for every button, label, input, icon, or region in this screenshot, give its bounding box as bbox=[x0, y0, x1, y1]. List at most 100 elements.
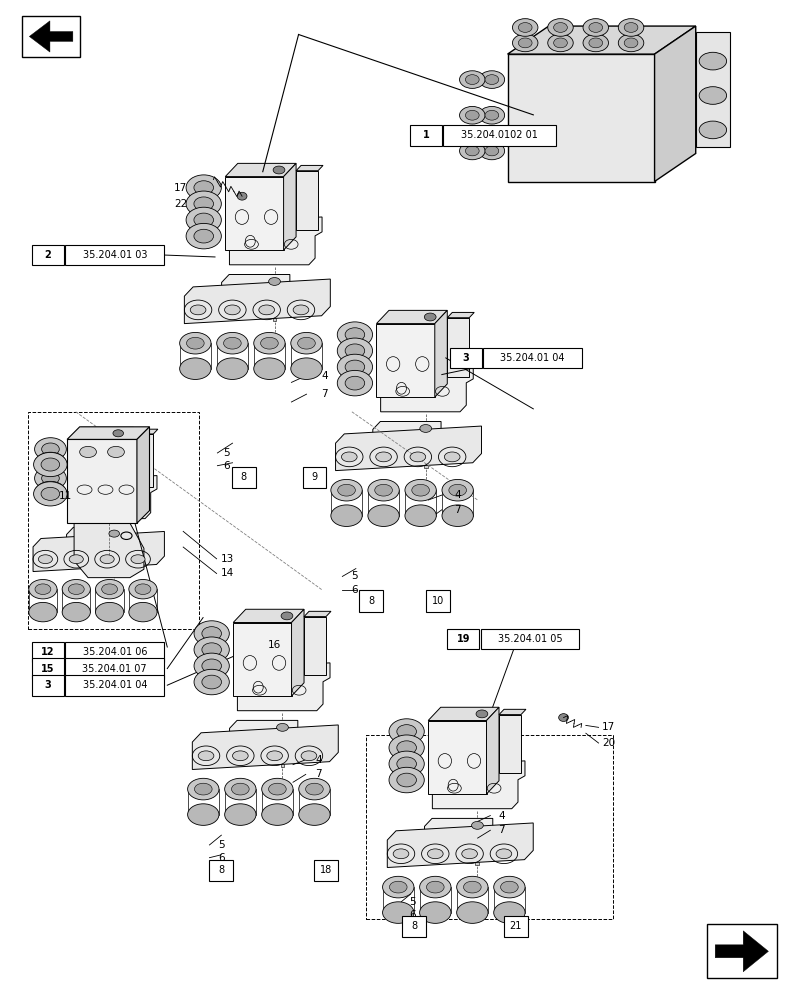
Ellipse shape bbox=[459, 106, 484, 124]
Text: 7: 7 bbox=[454, 505, 461, 515]
Ellipse shape bbox=[698, 121, 726, 139]
Ellipse shape bbox=[187, 778, 219, 800]
Text: 19: 19 bbox=[456, 634, 470, 644]
Text: 12: 12 bbox=[41, 647, 54, 657]
Bar bbox=[32, 675, 64, 696]
Ellipse shape bbox=[179, 332, 211, 354]
Ellipse shape bbox=[512, 34, 537, 52]
Ellipse shape bbox=[512, 19, 537, 36]
Polygon shape bbox=[434, 310, 447, 397]
Ellipse shape bbox=[345, 328, 364, 341]
Text: 35.204.01 04: 35.204.01 04 bbox=[500, 353, 564, 363]
Polygon shape bbox=[486, 707, 499, 794]
Ellipse shape bbox=[471, 821, 483, 829]
Ellipse shape bbox=[459, 142, 484, 160]
Polygon shape bbox=[296, 165, 323, 171]
Polygon shape bbox=[237, 663, 329, 711]
Ellipse shape bbox=[35, 452, 67, 475]
Polygon shape bbox=[70, 427, 134, 439]
Ellipse shape bbox=[267, 751, 282, 761]
Polygon shape bbox=[134, 434, 153, 487]
Ellipse shape bbox=[478, 71, 504, 88]
Ellipse shape bbox=[41, 487, 59, 500]
Ellipse shape bbox=[588, 23, 602, 32]
Ellipse shape bbox=[500, 881, 517, 893]
Polygon shape bbox=[184, 279, 330, 324]
Polygon shape bbox=[74, 523, 144, 578]
Bar bbox=[443, 125, 555, 146]
Ellipse shape bbox=[337, 370, 372, 396]
Bar bbox=[410, 125, 441, 146]
Ellipse shape bbox=[397, 773, 416, 787]
Text: 7: 7 bbox=[321, 389, 328, 399]
Ellipse shape bbox=[96, 579, 123, 599]
Ellipse shape bbox=[496, 849, 511, 859]
Bar bbox=[66, 658, 164, 679]
Polygon shape bbox=[67, 427, 149, 439]
Text: 21: 21 bbox=[509, 921, 521, 931]
Ellipse shape bbox=[268, 783, 285, 795]
Ellipse shape bbox=[517, 38, 531, 48]
Ellipse shape bbox=[194, 669, 229, 695]
Ellipse shape bbox=[698, 52, 726, 70]
Ellipse shape bbox=[194, 621, 229, 646]
Ellipse shape bbox=[41, 458, 59, 471]
Ellipse shape bbox=[411, 484, 429, 496]
Bar bbox=[314, 860, 338, 881]
Polygon shape bbox=[431, 761, 525, 809]
Ellipse shape bbox=[330, 505, 362, 526]
Text: 8: 8 bbox=[367, 596, 374, 606]
Polygon shape bbox=[225, 177, 283, 250]
Ellipse shape bbox=[194, 229, 213, 243]
Ellipse shape bbox=[367, 479, 399, 501]
Text: 35.204.01 07: 35.204.01 07 bbox=[83, 664, 147, 674]
Bar bbox=[480, 629, 579, 649]
Ellipse shape bbox=[441, 479, 473, 501]
Ellipse shape bbox=[223, 337, 241, 349]
Ellipse shape bbox=[624, 23, 637, 32]
Ellipse shape bbox=[465, 110, 478, 120]
Ellipse shape bbox=[465, 75, 478, 84]
Text: 8: 8 bbox=[410, 921, 417, 931]
Bar bbox=[358, 590, 383, 612]
Ellipse shape bbox=[484, 110, 498, 120]
Ellipse shape bbox=[298, 778, 330, 800]
Ellipse shape bbox=[277, 723, 288, 731]
Ellipse shape bbox=[259, 305, 274, 315]
Polygon shape bbox=[427, 720, 486, 794]
Ellipse shape bbox=[194, 213, 213, 227]
Text: 3: 3 bbox=[45, 680, 51, 690]
Polygon shape bbox=[134, 429, 157, 434]
Ellipse shape bbox=[484, 146, 498, 156]
Ellipse shape bbox=[194, 653, 229, 679]
Text: 6: 6 bbox=[350, 585, 357, 595]
Bar bbox=[483, 348, 581, 368]
Ellipse shape bbox=[459, 71, 484, 88]
Polygon shape bbox=[67, 527, 128, 561]
Ellipse shape bbox=[35, 481, 67, 504]
Ellipse shape bbox=[345, 344, 364, 358]
Polygon shape bbox=[372, 422, 440, 459]
Ellipse shape bbox=[558, 714, 568, 721]
Text: 1: 1 bbox=[422, 130, 429, 140]
Ellipse shape bbox=[419, 902, 450, 923]
Text: 35.204.0102 01: 35.204.0102 01 bbox=[461, 130, 537, 140]
Bar bbox=[272, 286, 276, 321]
Ellipse shape bbox=[337, 338, 372, 364]
Bar bbox=[66, 675, 164, 696]
Ellipse shape bbox=[202, 643, 221, 657]
Ellipse shape bbox=[389, 881, 406, 893]
Ellipse shape bbox=[456, 902, 487, 923]
Text: 4: 4 bbox=[498, 811, 504, 821]
Text: 35.204.01 05: 35.204.01 05 bbox=[497, 634, 562, 644]
Polygon shape bbox=[387, 823, 533, 867]
Bar bbox=[66, 245, 164, 265]
Ellipse shape bbox=[547, 19, 573, 36]
Text: 8: 8 bbox=[218, 865, 224, 875]
Bar bbox=[112, 538, 116, 569]
Ellipse shape bbox=[426, 881, 444, 893]
Ellipse shape bbox=[624, 38, 637, 48]
Polygon shape bbox=[376, 324, 434, 397]
Ellipse shape bbox=[582, 34, 607, 52]
Ellipse shape bbox=[108, 446, 124, 458]
